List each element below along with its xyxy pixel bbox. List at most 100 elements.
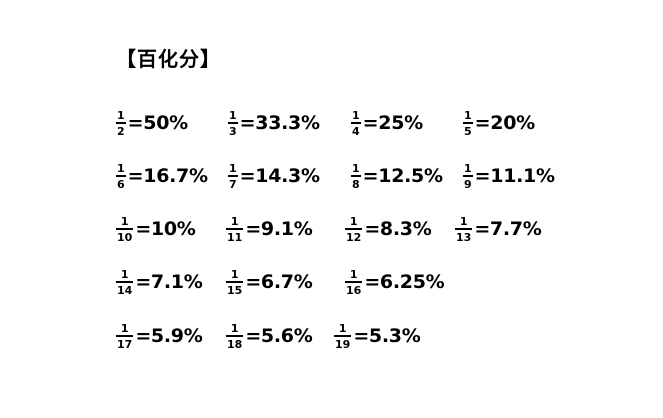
fraction: 1 13 — [455, 215, 473, 244]
percent-value: =6.7% — [245, 271, 313, 294]
percent-value: =6.25% — [364, 271, 445, 294]
fraction-bar — [334, 335, 352, 337]
numerator: 1 — [352, 109, 360, 122]
fraction: 1 18 — [226, 322, 244, 351]
numerator: 1 — [120, 215, 129, 228]
fraction-bar — [226, 281, 244, 283]
numerator: 1 — [338, 322, 347, 335]
percent-value: =5.6% — [245, 325, 313, 348]
denominator: 18 — [227, 337, 243, 351]
denominator: 3 — [229, 124, 237, 138]
percent-value: =20% — [474, 112, 536, 135]
numerator: 1 — [120, 322, 129, 335]
numerator: 1 — [349, 268, 358, 281]
fraction-bar — [116, 281, 134, 283]
percent-value: =5.3% — [353, 325, 421, 348]
fraction: 1 16 — [345, 268, 363, 297]
fraction-item: 1 12 =8.3% — [345, 215, 432, 244]
fraction-item: 1 13 =7.7% — [455, 215, 542, 244]
numerator: 1 — [117, 162, 125, 175]
fraction-item: 1 17 =5.9% — [116, 322, 203, 351]
fraction: 1 14 — [116, 269, 134, 297]
percent-value: =5.9% — [135, 325, 203, 348]
fraction-bar — [455, 228, 473, 230]
fraction-bar — [351, 122, 361, 124]
numerator: 1 — [464, 162, 472, 175]
percent-value: =14.3% — [239, 165, 320, 188]
denominator: 13 — [456, 230, 472, 244]
fraction-item: 1 11 =9.1% — [226, 215, 313, 244]
denominator: 8 — [352, 177, 360, 191]
denominator: 19 — [335, 337, 351, 351]
numerator: 1 — [230, 215, 239, 228]
fraction-bar — [345, 228, 363, 230]
fraction-item: 1 14 =7.1% — [116, 269, 203, 297]
fraction-item: 1 19 =5.3% — [334, 322, 421, 351]
denominator: 5 — [464, 124, 472, 138]
fraction-bar — [116, 175, 126, 177]
fraction-bar — [228, 122, 238, 124]
numerator: 1 — [459, 215, 468, 228]
percent-value: =8.3% — [364, 218, 432, 241]
denominator: 12 — [346, 230, 362, 244]
percent-value: =11.1% — [474, 165, 555, 188]
fraction-item: 1 16 =6.25% — [345, 268, 445, 297]
numerator: 1 — [349, 215, 358, 228]
fraction: 1 11 — [226, 215, 244, 244]
denominator: 16 — [346, 283, 362, 297]
fraction-bar — [116, 122, 126, 124]
fraction: 1 10 — [116, 215, 134, 243]
fraction-item: 1 18 =5.6% — [226, 322, 313, 351]
fraction-bar — [345, 281, 363, 283]
fraction-bar — [116, 228, 134, 230]
fraction-item: 1 15 =6.7% — [226, 268, 313, 297]
percent-value: =9.1% — [245, 218, 313, 241]
percent-value: =50% — [127, 112, 189, 135]
fraction-bar — [463, 122, 473, 124]
numerator: 1 — [229, 162, 237, 175]
fraction-bar — [226, 335, 244, 337]
fraction-bar — [228, 175, 238, 177]
fraction-item: 1 10 =10% — [116, 216, 196, 243]
fraction-bar — [226, 228, 244, 230]
percent-value: =7.1% — [135, 271, 203, 294]
denominator: 14 — [117, 283, 133, 297]
numerator: 1 — [229, 109, 237, 122]
numerator: 1 — [117, 109, 125, 122]
page-title: 【百化分】 — [116, 47, 221, 71]
fraction: 1 19 — [334, 322, 352, 351]
denominator: 17 — [117, 337, 133, 351]
denominator: 6 — [117, 177, 125, 191]
percent-value: =12.5% — [362, 165, 443, 188]
denominator: 11 — [227, 230, 243, 244]
denominator: 9 — [464, 177, 472, 191]
numerator: 1 — [230, 322, 239, 335]
percent-value: =10% — [135, 218, 196, 241]
fraction: 1 12 — [345, 215, 363, 244]
numerator: 1 — [230, 268, 239, 281]
percent-value: =33.3% — [239, 112, 320, 135]
fraction: 1 17 — [116, 322, 134, 351]
percent-value: =25% — [362, 112, 424, 135]
fraction-bar — [116, 335, 134, 337]
denominator: 2 — [117, 124, 125, 138]
numerator: 1 — [352, 162, 360, 175]
percent-value: =16.7% — [127, 165, 208, 188]
denominator: 15 — [227, 283, 243, 297]
